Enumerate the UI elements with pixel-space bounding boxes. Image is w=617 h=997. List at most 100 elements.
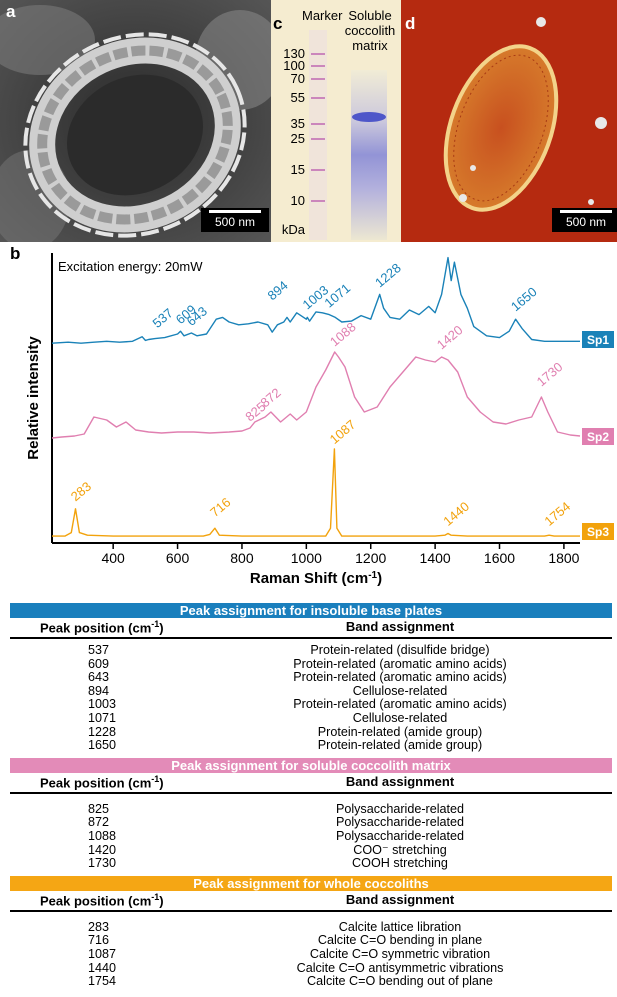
series-tag-sp3 bbox=[582, 523, 614, 540]
peak-position: 643 bbox=[88, 670, 110, 685]
panel-c-gel: c Marker Soluble coccolith matrix 130 100… bbox=[271, 0, 401, 242]
peak-position: 894 bbox=[88, 683, 110, 698]
gel-lanes bbox=[271, 0, 401, 242]
band-assignment: Protein-related (amide group) bbox=[317, 724, 483, 739]
column-header-peak-position: Peak position (cm-1) bbox=[40, 773, 164, 791]
marker-value: 130 bbox=[283, 46, 305, 61]
peak-position: 1087 bbox=[88, 947, 117, 961]
table-rule bbox=[10, 909, 612, 912]
excitation-annotation: Excitation energy: 20mW bbox=[58, 259, 203, 274]
panel-d-scalebar: 500 nm bbox=[552, 208, 617, 232]
table-row: 537 Protein-related (disulfide bridge) bbox=[10, 643, 612, 657]
column-header-band-assignment: Band assignment bbox=[345, 773, 455, 789]
marker-value: 100 bbox=[283, 58, 305, 73]
peak-label: 283 bbox=[68, 479, 94, 504]
series-tag-sp1 bbox=[582, 331, 614, 348]
table-header: Peak assignment for soluble coccolith ma… bbox=[10, 757, 612, 773]
table-row: 1228 Protein-related (amide group) bbox=[10, 725, 612, 739]
table-row: 609 Protein-related (aromatic amino acids… bbox=[10, 657, 612, 671]
table-row: 1730 COOH stretching bbox=[10, 856, 612, 870]
table-row: 1087 Calcite C=O symmetric vibration bbox=[10, 947, 612, 961]
x-tick-label: 1200 bbox=[355, 550, 386, 566]
x-tick-label: 1400 bbox=[420, 550, 451, 566]
table-rule bbox=[10, 637, 612, 639]
column-header-peak-position: Peak position (cm-1) bbox=[40, 619, 164, 636]
x-tick-label: 400 bbox=[101, 550, 125, 566]
band-assignment: Protein-related (aromatic amino acids) bbox=[293, 670, 507, 685]
marker-value: 10 bbox=[290, 193, 305, 208]
band-assignment: Protein-related (amide group) bbox=[317, 738, 483, 753]
table-row: 1088 Polysaccharide-related bbox=[10, 829, 612, 843]
scalebar-line bbox=[209, 210, 261, 213]
peak-label: 537 bbox=[150, 305, 176, 330]
band-assignment: Protein-related (aromatic amino acids) bbox=[293, 656, 507, 671]
sem-coccolith-illustration bbox=[0, 0, 271, 242]
x-axis-label: Raman Shift (cm-1) bbox=[250, 570, 382, 588]
column-header-peak-position: Peak position (cm-1) bbox=[40, 891, 164, 909]
table-row: 1420 COO⁻ stretching bbox=[10, 843, 612, 857]
peak-label: 1087 bbox=[327, 417, 359, 447]
band-assignment: COOH stretching bbox=[352, 856, 448, 871]
panel-d-scalebar-label: 500 nm bbox=[565, 215, 607, 229]
peak-position: 1754 bbox=[88, 974, 117, 989]
band-assignment: Calcite C=O antisymmetric vibrations bbox=[296, 960, 504, 975]
peak-position: 283 bbox=[88, 919, 110, 934]
band-assignment: Polysaccharide-related bbox=[335, 801, 465, 816]
peak-position: 872 bbox=[88, 815, 110, 830]
peak-label: 716 bbox=[207, 494, 233, 519]
series-line-sp3 bbox=[52, 448, 580, 537]
table-row: 894 Cellulose-related bbox=[10, 684, 612, 698]
x-tick-label: 1800 bbox=[548, 550, 579, 566]
peak-label: 894 bbox=[265, 278, 291, 303]
peak-label: 1440 bbox=[440, 499, 472, 529]
band-assignment: COO⁻ stretching bbox=[353, 842, 447, 857]
peak-label: 1420 bbox=[434, 322, 466, 352]
sample-band bbox=[352, 112, 386, 122]
panel-a-scalebar-label: 500 nm bbox=[214, 215, 256, 229]
marker-value: 35 bbox=[290, 116, 305, 131]
peak-position: 1228 bbox=[88, 724, 117, 739]
sample-lane bbox=[351, 70, 387, 240]
band-assignment: Protein-related (disulfide bridge) bbox=[310, 643, 490, 657]
marker-value: 55 bbox=[290, 90, 305, 105]
peak-position: 1088 bbox=[88, 829, 117, 843]
peak-label: 1730 bbox=[534, 359, 566, 389]
peak-label: 1650 bbox=[508, 284, 540, 314]
table-row: 1754 Calcite C=O bending out of plane bbox=[10, 974, 612, 988]
panel-a-label: a bbox=[6, 2, 16, 21]
table-row: 1650 Protein-related (amide group) bbox=[10, 738, 612, 752]
table-row: 872 Polysaccharide-related bbox=[10, 815, 612, 829]
marker-unit: kDa bbox=[281, 222, 305, 237]
peak-position: 1650 bbox=[88, 738, 117, 753]
table-row: 716 Calcite C=O bending in plane bbox=[10, 933, 612, 947]
scalebar-line bbox=[560, 210, 612, 213]
column-header-band-assignment: Band assignment bbox=[345, 891, 455, 907]
peak-position: 825 bbox=[88, 801, 110, 816]
marker-lane bbox=[309, 30, 327, 240]
band-assignment: Calcite C=O bending in plane bbox=[317, 933, 483, 948]
marker-lane-title: Marker bbox=[302, 8, 343, 23]
marker-bands bbox=[311, 53, 325, 202]
peak-label: 1088 bbox=[327, 319, 359, 349]
raman-chart: 400 600 800 1000 1200 1400 1600 1800 Relative in… bbox=[25, 253, 614, 588]
panel-b-label: b bbox=[10, 244, 21, 263]
series-name-sp2: Sp2 bbox=[587, 430, 609, 444]
table-header: Peak assignment for whole coccoliths bbox=[10, 875, 612, 891]
x-tick-label: 1600 bbox=[484, 550, 515, 566]
band-assignment: Cellulose-related bbox=[352, 711, 448, 725]
series-name-sp3: Sp3 bbox=[587, 525, 609, 539]
band-assignment: Protein-related (aromatic amino acids) bbox=[293, 697, 507, 712]
peak-position: 716 bbox=[88, 933, 110, 948]
peak-position: 1730 bbox=[88, 856, 117, 871]
marker-value: 15 bbox=[290, 162, 305, 177]
series-name-sp1: Sp1 bbox=[587, 333, 609, 347]
series-line-sp2 bbox=[51, 351, 581, 439]
y-axis-label: Relative intensity bbox=[25, 336, 42, 460]
table-row: 1003 Protein-related (aromatic amino acid… bbox=[10, 697, 612, 711]
peak-label: 1754 bbox=[541, 499, 573, 529]
panel-c-label: c bbox=[273, 14, 283, 33]
x-tick-label: 1000 bbox=[291, 550, 322, 566]
panel-a-scalebar: 500 nm bbox=[201, 208, 269, 232]
x-tick-label: 800 bbox=[230, 550, 254, 566]
panel-a-sem-image: a 500 nm bbox=[0, 0, 271, 242]
